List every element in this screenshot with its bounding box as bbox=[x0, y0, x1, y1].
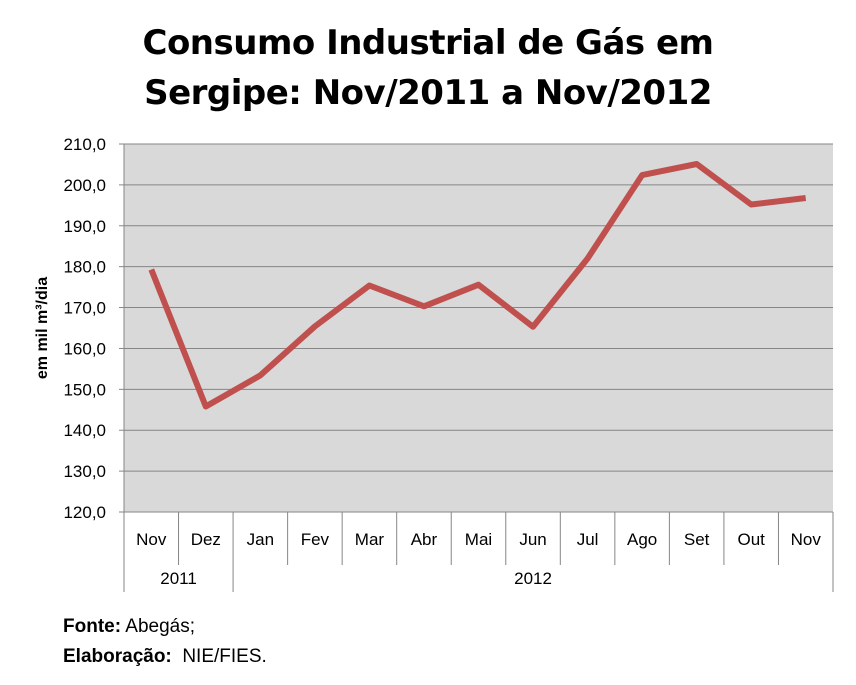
credit-value: NIE/FIES. bbox=[182, 646, 267, 667]
y-tick-label: 130,0 bbox=[63, 462, 106, 481]
y-tick-label: 180,0 bbox=[63, 258, 106, 277]
y-tick-label: 140,0 bbox=[63, 421, 106, 440]
group-label: 2011 bbox=[160, 569, 197, 588]
source-value: Abegás; bbox=[125, 616, 196, 637]
y-tick-label: 160,0 bbox=[63, 339, 106, 358]
y-axis-label: em mil m³/dia bbox=[34, 277, 51, 379]
credit-line: Elaboração: NIE/FIES. bbox=[63, 642, 267, 672]
x-tick-label: Jan bbox=[247, 530, 274, 549]
x-tick-label: Out bbox=[737, 530, 765, 549]
x-tick-label: Jul bbox=[577, 530, 599, 549]
x-tick-label: Dez bbox=[191, 530, 221, 549]
source-line: Fonte: Abegás; bbox=[63, 612, 267, 642]
group-label: 2012 bbox=[514, 569, 552, 588]
x-tick-label: Jun bbox=[519, 530, 546, 549]
source-label: Fonte: bbox=[63, 616, 122, 637]
x-tick-label: Nov bbox=[791, 530, 822, 549]
y-tick-label: 170,0 bbox=[63, 299, 106, 318]
chart-title-line-1: Consumo Industrial de Gás em bbox=[142, 23, 714, 63]
x-tick-label: Nov bbox=[136, 530, 167, 549]
y-tick-label: 150,0 bbox=[63, 380, 106, 399]
y-tick-label: 190,0 bbox=[63, 217, 106, 236]
x-tick-label: Mai bbox=[465, 530, 492, 549]
y-tick-label: 200,0 bbox=[63, 176, 106, 195]
chart-title: Consumo Industrial de Gás em Sergipe: No… bbox=[0, 18, 856, 118]
y-tick-label: 210,0 bbox=[63, 135, 106, 154]
credit-label: Elaboração: bbox=[63, 646, 172, 667]
chart-footer: Fonte: Abegás; Elaboração: NIE/FIES. bbox=[63, 612, 267, 672]
y-tick-label: 120,0 bbox=[63, 503, 106, 522]
chart-title-line-2: Sergipe: Nov/2011 a Nov/2012 bbox=[144, 73, 712, 113]
x-tick-label: Fev bbox=[301, 530, 330, 549]
x-tick-label: Set bbox=[684, 530, 710, 549]
x-tick-label: Ago bbox=[627, 530, 657, 549]
x-tick-label: Abr bbox=[411, 530, 438, 549]
x-tick-label: Mar bbox=[355, 530, 385, 549]
plot-area bbox=[124, 144, 833, 512]
